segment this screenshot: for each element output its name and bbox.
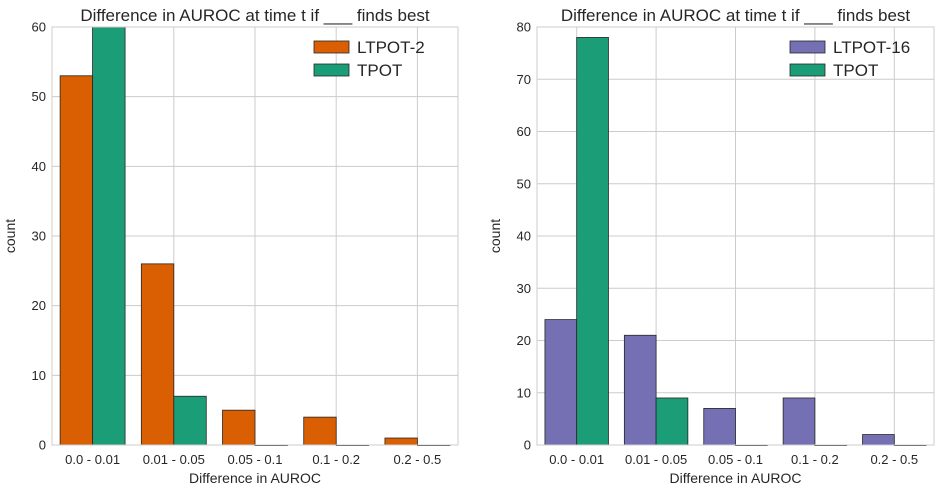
legend-label: TPOT: [833, 61, 878, 80]
bar-ltpot-2: [384, 437, 418, 446]
y-tick-label: 60: [32, 20, 46, 35]
bar-ltpot-16: [623, 334, 657, 446]
y-tick-label: 40: [32, 159, 46, 174]
y-tick-label: 10: [517, 385, 531, 400]
bar-tpot: [92, 26, 126, 446]
plot-frame: [536, 26, 935, 446]
bar-tpot: [173, 395, 207, 446]
y-tick-label: 50: [517, 176, 531, 191]
x-tick-label: 0.0 - 0.01: [65, 452, 120, 467]
y-tick-label: 0: [39, 438, 46, 453]
bar-ltpot-16: [862, 434, 895, 446]
x-tick-label: 0.1 - 0.2: [791, 452, 839, 467]
y-tick-label: 30: [517, 281, 531, 296]
legend-swatch: [789, 40, 826, 54]
y-tick-label: 0: [524, 438, 531, 453]
chart-panel-1: 0 10 20 30 40 50 60 0.0 - 0.01 0.01 - 0.05 0.05 -…: [2, 6, 459, 486]
legend-swatch: [313, 63, 350, 77]
x-axis-label: Difference in AUROC: [189, 470, 321, 486]
legend-swatch: [313, 40, 350, 54]
legend-label: LTPOT-2: [357, 38, 425, 57]
y-tick-label: 20: [32, 298, 46, 313]
legend-label: TPOT: [357, 61, 402, 80]
x-tick-label: 0.2 - 0.5: [870, 452, 918, 467]
y-tick-label: 60: [517, 124, 531, 139]
x-tick-label: 0.2 - 0.5: [394, 452, 442, 467]
chart-title: Difference in AUROC at time t if ___ fin…: [561, 6, 911, 25]
x-tick-label: 0.05 - 0.1: [228, 452, 283, 467]
chart-panel-2: 0 10 20 30 40 50 60 70 80 0.0 - 0.01 0.01 - 0.05 0.…: [487, 6, 935, 486]
legend-label: LTPOT-16: [833, 38, 910, 57]
y-tick-label: 10: [32, 368, 46, 383]
chart-title: Difference in AUROC at time t if ___ fin…: [80, 6, 430, 25]
y-tick-label: 30: [32, 229, 46, 244]
x-axis-label: Difference in AUROC: [669, 470, 801, 486]
y-axis-label: count: [487, 219, 503, 253]
y-axis-label: count: [2, 219, 18, 253]
bar-ltpot-2: [59, 75, 93, 446]
bar-ltpot-2: [222, 409, 256, 446]
y-tick-label: 20: [517, 333, 531, 348]
y-tick-label: 40: [517, 229, 531, 244]
x-tick-label: 0.01 - 0.05: [625, 452, 687, 467]
bar-ltpot-16: [782, 397, 816, 446]
x-tick-label: 0.01 - 0.05: [143, 452, 205, 467]
x-tick-label: 0.0 - 0.01: [549, 452, 604, 467]
x-tick-label: 0.05 - 0.1: [708, 452, 763, 467]
y-tick-label: 50: [32, 89, 46, 104]
bar-ltpot-2: [303, 416, 337, 446]
bar-tpot: [576, 37, 609, 446]
bar-ltpot-16: [544, 319, 578, 446]
x-tick-label: 0.1 - 0.2: [312, 452, 360, 467]
bar-ltpot-16: [703, 408, 736, 446]
legend-swatch: [789, 63, 826, 77]
bar-tpot: [655, 397, 689, 446]
y-tick-label: 70: [517, 72, 531, 87]
plot-frame: [51, 26, 459, 446]
bar-ltpot-2: [140, 263, 175, 446]
y-tick-label: 80: [517, 20, 531, 35]
